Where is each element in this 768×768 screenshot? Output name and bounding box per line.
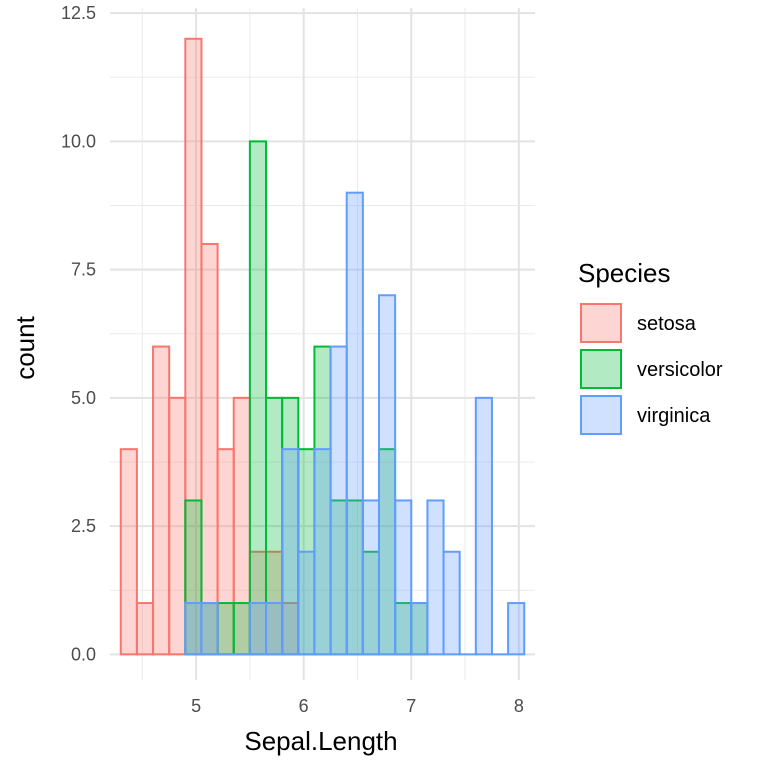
histogram-bars (119, 37, 526, 656)
bar-virginica (200, 602, 219, 656)
bar-virginica (248, 602, 268, 656)
bar-virginica (410, 602, 429, 656)
x-tick-label: 8 (514, 696, 524, 716)
bar-virginica (426, 499, 445, 656)
bar-virginica (361, 499, 380, 656)
bar-virginica (184, 602, 203, 656)
x-axis-title: Sepal.Length (244, 726, 397, 756)
legend-key-bg (580, 395, 622, 435)
bar-virginica (377, 294, 397, 656)
y-axis-title: count (10, 315, 40, 379)
bar-virginica (265, 602, 284, 656)
series-versicolor (184, 140, 429, 656)
bar-setosa (135, 602, 155, 656)
legend-item-setosa: setosa (580, 303, 697, 343)
legend: Species setosa versicolor virginica (578, 258, 723, 435)
x-tick-label: 5 (191, 696, 201, 716)
bar-virginica (313, 448, 332, 656)
legend-swatch-virginica (580, 395, 622, 435)
y-tick-label: 12.5 (61, 3, 96, 23)
bar-virginica (281, 448, 300, 656)
y-tick-label: 5.0 (71, 388, 96, 408)
bar-setosa (168, 396, 187, 656)
bar-versicolor (232, 602, 251, 656)
legend-label-versicolor: versicolor (637, 359, 723, 381)
bar-virginica (507, 602, 526, 656)
y-tick-label: 7.5 (71, 260, 96, 280)
x-tick-label: 7 (406, 696, 416, 716)
bar-virginica (474, 396, 493, 656)
bar-virginica (329, 345, 348, 656)
bar-virginica (345, 191, 364, 656)
bar-virginica (297, 550, 316, 656)
y-tick-label: 2.5 (71, 516, 96, 536)
legend-item-versicolor: versicolor (580, 349, 723, 389)
legend-label-setosa: setosa (637, 313, 697, 335)
bar-virginica (394, 499, 413, 656)
bar-versicolor (216, 602, 235, 656)
legend-title: Species (578, 258, 671, 288)
legend-label-virginica: virginica (637, 405, 711, 427)
bar-versicolor (248, 140, 268, 656)
legend-item-virginica: virginica (580, 395, 711, 435)
x-axis-tick-labels: 5 6 7 8 (191, 696, 524, 716)
series-virginica (184, 191, 526, 656)
y-tick-label: 0.0 (71, 644, 96, 664)
y-tick-label: 10.0 (61, 131, 96, 151)
bar-virginica (442, 550, 461, 656)
bar-setosa (119, 448, 138, 656)
legend-swatch-versicolor (580, 349, 622, 389)
y-axis-tick-labels: 0.0 2.5 5.0 7.5 10.0 12.5 (61, 3, 96, 664)
bar-setosa (200, 242, 219, 656)
legend-swatch-setosa (580, 303, 622, 343)
x-tick-label: 6 (299, 696, 309, 716)
bar-setosa (152, 345, 171, 656)
legend-key-bg (580, 303, 622, 343)
legend-key-bg (580, 349, 622, 389)
